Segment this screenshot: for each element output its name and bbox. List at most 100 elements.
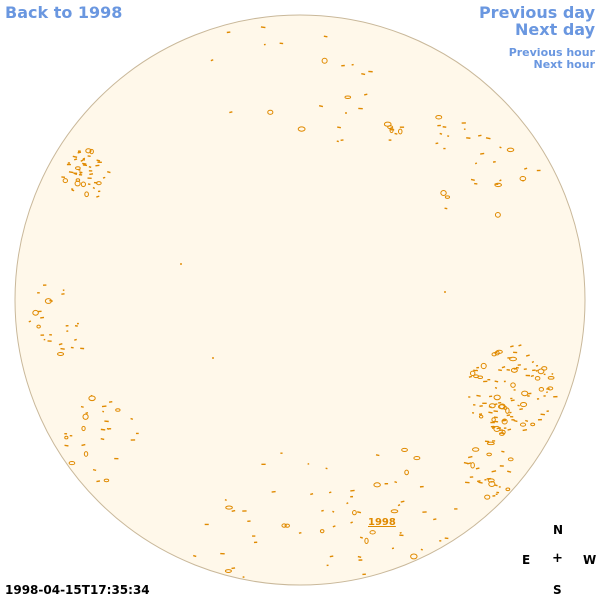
solar-feature-mark: [92, 186, 96, 190]
solar-feature-mark: [73, 158, 78, 161]
solar-feature-mark: [359, 536, 364, 539]
solar-feature-mark: [476, 480, 481, 483]
solar-feature-mark: [81, 443, 86, 447]
solar-feature-mark: [471, 447, 480, 452]
solar-feature-mark: [509, 356, 518, 362]
solar-feature-mark: [75, 178, 81, 182]
solar-feature-mark: [100, 428, 106, 431]
solar-feature-mark: [28, 320, 32, 323]
solar-feature-mark: [357, 555, 362, 559]
solar-feature-mark: [352, 510, 357, 516]
previous-hour-link[interactable]: Previous hour: [508, 46, 595, 59]
solar-feature-mark: [318, 105, 324, 108]
solar-feature-mark: [494, 484, 498, 487]
solar-feature-mark: [470, 462, 475, 469]
solar-feature-mark: [79, 171, 83, 174]
solar-feature-mark: [36, 324, 41, 329]
solar-feature-mark: [478, 414, 484, 419]
solar-feature-mark: [410, 553, 418, 560]
solar-feature-mark: [224, 498, 227, 502]
year-link[interactable]: 1998: [368, 517, 396, 528]
solar-feature-mark: [210, 59, 214, 62]
solar-feature-mark: [80, 181, 86, 188]
solar-feature-mark: [404, 469, 409, 476]
solar-feature-mark: [433, 518, 437, 521]
solar-feature-mark: [501, 429, 506, 435]
solar-feature-mark: [108, 400, 113, 403]
solar-feature-mark: [510, 367, 518, 373]
solar-feature-mark: [328, 491, 332, 494]
solar-feature-mark: [88, 166, 92, 168]
solar-feature-mark: [332, 510, 335, 513]
solar-feature-mark: [364, 93, 368, 96]
solar-feature-mark: [468, 375, 473, 378]
solar-feature-mark: [82, 413, 89, 420]
solar-feature-mark: [130, 417, 134, 420]
solar-feature-mark: [470, 178, 475, 181]
solar-feature-mark: [491, 417, 496, 423]
solar-feature-mark: [96, 181, 102, 186]
solar-feature-mark: [369, 530, 376, 535]
solar-feature-mark: [530, 422, 536, 427]
solar-feature-mark: [400, 500, 405, 503]
solar-feature-mark: [323, 35, 328, 38]
solar-feature-mark: [505, 487, 511, 492]
next-day-link[interactable]: Next day: [515, 20, 595, 39]
solar-feature-mark: [350, 489, 355, 492]
back-to-year-link[interactable]: Back to 1998: [5, 3, 123, 22]
observation-timestamp: 1998-04-15T17:35:34: [5, 583, 150, 597]
solar-feature-mark: [506, 147, 515, 153]
solar-feature-mark: [401, 447, 408, 452]
solar-feature-mark: [68, 171, 74, 174]
solar-feature-mark: [478, 481, 483, 484]
solar-feature-mark: [493, 416, 498, 419]
solar-feature-mark: [484, 494, 491, 500]
previous-day-link[interactable]: Previous day: [478, 3, 595, 22]
solar-feature-mark: [534, 375, 541, 381]
solar-feature-mark: [435, 114, 443, 120]
solar-feature-mark: [390, 509, 399, 514]
solar-feature-mark: [62, 178, 69, 184]
solar-feature-mark: [493, 394, 501, 401]
solar-feature-mark: [107, 171, 111, 174]
solar-feature-mark: [551, 373, 554, 375]
solar-feature-mark: [231, 567, 236, 570]
solar-feature-mark: [224, 569, 232, 573]
solar-feature-mark: [398, 128, 403, 135]
solar-feature-mark: [375, 454, 380, 457]
solar-feature-mark: [89, 148, 94, 155]
solar-feature-mark: [75, 166, 81, 170]
solar-feature-mark: [96, 195, 100, 198]
solar-feature-mark: [507, 457, 514, 462]
solar-feature-mark: [525, 419, 529, 422]
solar-feature-mark: [493, 403, 498, 406]
solar-feature-mark: [106, 427, 110, 430]
solar-feature-mark: [413, 456, 421, 461]
solar-feature-mark: [467, 462, 472, 465]
solar-feature-mark: [494, 182, 503, 188]
solar-feature-mark: [494, 212, 501, 218]
solar-feature-mark: [488, 481, 496, 487]
solar-features: [28, 26, 558, 578]
solar-feature-mark: [32, 309, 39, 316]
solar-feature-mark: [85, 412, 89, 414]
solar-feature-mark: [467, 455, 473, 459]
next-hour-link[interactable]: Next hour: [533, 58, 596, 71]
solar-feature-mark: [474, 162, 478, 165]
solar-feature-mark: [501, 366, 506, 369]
solar-feature-mark: [499, 146, 502, 149]
solar-feature-mark: [357, 511, 362, 514]
solar-feature-mark: [488, 405, 492, 408]
solar-feature-mark: [82, 162, 87, 165]
solar-feature-mark: [518, 344, 522, 347]
solar-feature-mark: [530, 374, 534, 378]
solar-feature-mark: [60, 347, 65, 350]
solar-feature-mark: [494, 380, 499, 383]
solar-feature-mark: [538, 387, 545, 392]
solar-feature-mark: [58, 343, 63, 346]
solar-feature-mark: [193, 554, 197, 558]
solar-feature-mark: [225, 505, 233, 510]
solar-feature-mark: [80, 405, 84, 408]
solar-feature-mark: [487, 478, 495, 483]
solar-feature-mark: [476, 394, 481, 397]
